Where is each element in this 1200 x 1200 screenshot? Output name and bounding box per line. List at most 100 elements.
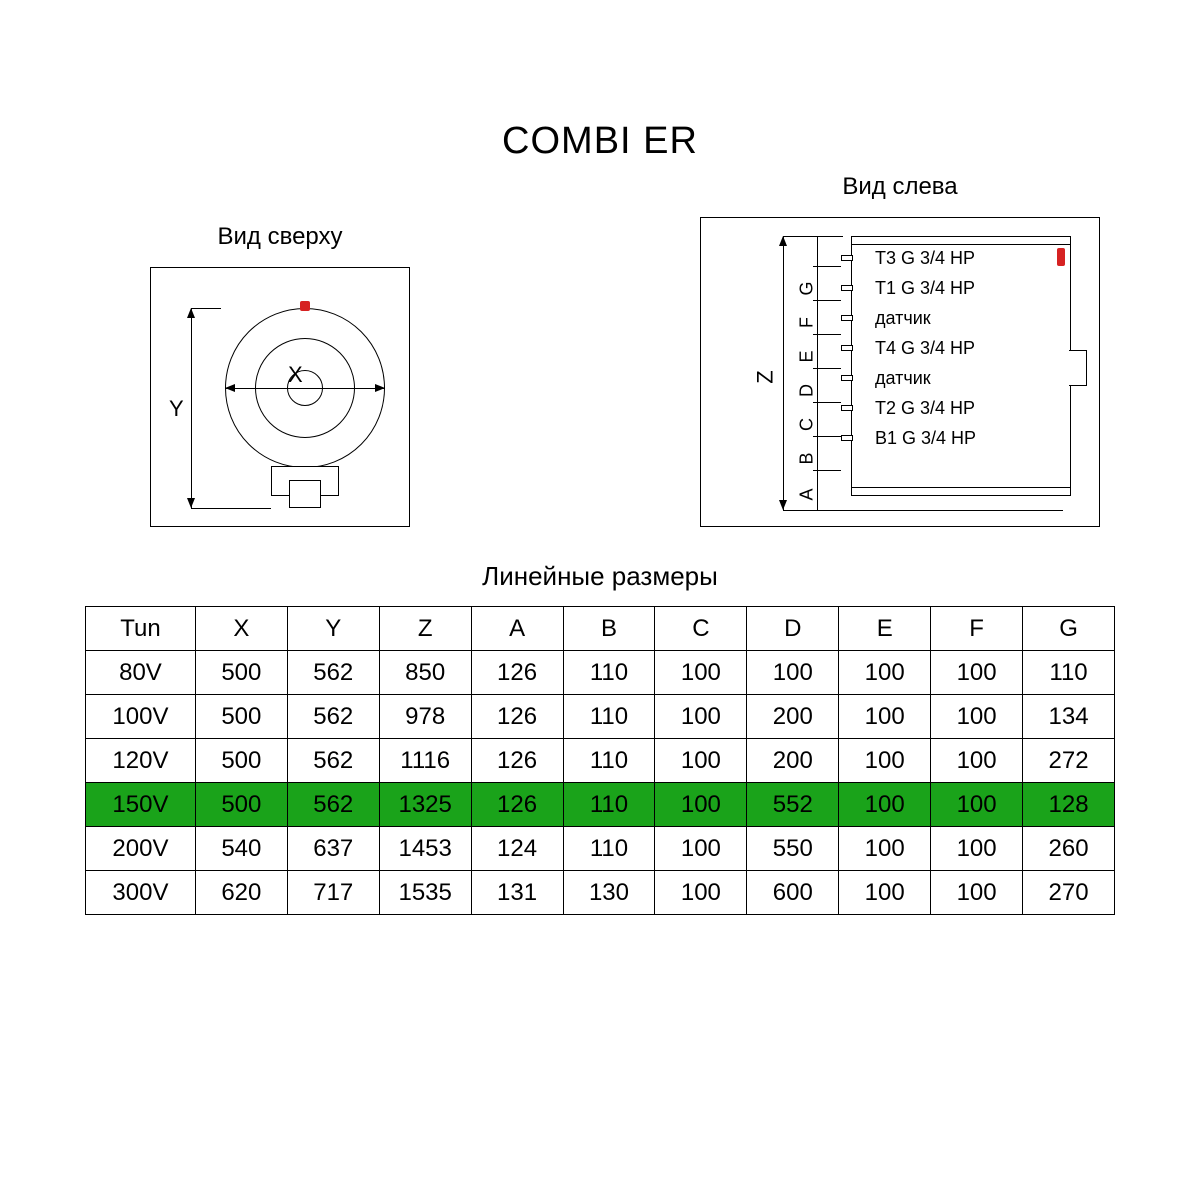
table-cell: 110 xyxy=(563,827,655,871)
table-cell: 620 xyxy=(195,871,287,915)
table-cell: 100 xyxy=(655,827,747,871)
table-cell: 130 xyxy=(563,871,655,915)
table-header-cell: D xyxy=(747,607,839,651)
port-label: T4 G 3/4 HP xyxy=(875,338,975,359)
page: COMBI ER Вид сверху Y X xyxy=(0,0,1200,1200)
arrow-icon xyxy=(779,236,787,246)
table-cell: 110 xyxy=(563,651,655,695)
table-cell: 717 xyxy=(287,871,379,915)
table-cell: 270 xyxy=(1023,871,1115,915)
y-dim-line xyxy=(191,308,192,508)
table-cell: 100 xyxy=(655,739,747,783)
table-header-cell: C xyxy=(655,607,747,651)
port-label: датчик xyxy=(875,308,931,329)
port-label: T2 G 3/4 HP xyxy=(875,398,975,419)
view-left-block: Вид слева Z ABCDEFG T3 G 3/4 HPT1 G 3/4 … xyxy=(700,173,1100,527)
view-top-block: Вид сверху Y X xyxy=(150,223,410,527)
table-header-cell: E xyxy=(839,607,931,651)
arrow-icon xyxy=(779,500,787,510)
foot-inner-shape xyxy=(289,480,321,508)
table-cell: 131 xyxy=(471,871,563,915)
table-header-cell: X xyxy=(195,607,287,651)
x-dim-line xyxy=(225,388,385,389)
table-cell: 550 xyxy=(747,827,839,871)
table-cell: 562 xyxy=(287,739,379,783)
table-cell: 1453 xyxy=(379,827,471,871)
table-cell: 126 xyxy=(471,695,563,739)
table-cell: 562 xyxy=(287,783,379,827)
port-icon xyxy=(841,435,853,441)
table-row: 300V6207171535131130100600100100270 xyxy=(86,871,1115,915)
port-marker-icon xyxy=(1057,248,1065,266)
table-row: 120V5005621116126110100200100100272 xyxy=(86,739,1115,783)
table-cell: 562 xyxy=(287,695,379,739)
x-label: X xyxy=(288,362,303,388)
table-cell: 100 xyxy=(655,651,747,695)
table-cell: 126 xyxy=(471,783,563,827)
dim-label: E xyxy=(797,347,818,367)
port-icon xyxy=(841,405,853,411)
table-row: 150V5005621325126110100552100100128 xyxy=(86,783,1115,827)
table-cell: 126 xyxy=(471,651,563,695)
table-cell: 552 xyxy=(747,783,839,827)
table-cell: 128 xyxy=(1023,783,1115,827)
dim-label: D xyxy=(797,381,818,401)
dim-label: C xyxy=(797,415,818,435)
table-header-cell: Z xyxy=(379,607,471,651)
table-cell: 1116 xyxy=(379,739,471,783)
table-row: 200V5406371453124110100550100100260 xyxy=(86,827,1115,871)
dim-tick xyxy=(813,368,841,369)
y-dim-ext-bottom xyxy=(191,508,271,509)
table-cell: 126 xyxy=(471,739,563,783)
table-cell: 110 xyxy=(563,783,655,827)
table-cell: 124 xyxy=(471,827,563,871)
table-cell: 100 xyxy=(839,651,931,695)
dim-label: G xyxy=(797,279,818,299)
port-label: B1 G 3/4 HP xyxy=(875,428,976,449)
dim-tick xyxy=(813,266,841,267)
dim-label: B xyxy=(797,449,818,469)
dim-label: A xyxy=(797,485,818,505)
control-knob xyxy=(1069,350,1087,386)
table-cell: 100 xyxy=(839,827,931,871)
dim-tick xyxy=(813,402,841,403)
table-cell: 134 xyxy=(1023,695,1115,739)
table-cell: 100 xyxy=(655,783,747,827)
abc-dim-line xyxy=(817,236,818,510)
table-header-cell: B xyxy=(563,607,655,651)
port-icon xyxy=(841,285,853,291)
arrow-icon xyxy=(187,308,195,318)
table-header-cell: Tun xyxy=(86,607,196,651)
dim-tick xyxy=(813,236,841,237)
table-body: 80V500562850126110100100100100110100V500… xyxy=(86,651,1115,915)
y-dim-ext-top xyxy=(191,308,221,309)
top-view-diagram: Y X xyxy=(150,267,410,527)
y-label: Y xyxy=(169,396,184,422)
table-cell: 978 xyxy=(379,695,471,739)
arrow-icon xyxy=(225,384,235,392)
table-cell: 1535 xyxy=(379,871,471,915)
table-cell: 100 xyxy=(931,695,1023,739)
table-cell: 150V xyxy=(86,783,196,827)
port-icon xyxy=(841,315,853,321)
table-header-cell: F xyxy=(931,607,1023,651)
table-cell: 200V xyxy=(86,827,196,871)
table-cell: 100 xyxy=(655,871,747,915)
main-title: COMBI ER xyxy=(80,120,1120,163)
table-cell: 100 xyxy=(839,739,931,783)
table-cell: 500 xyxy=(195,739,287,783)
table-cell: 100 xyxy=(931,739,1023,783)
table-row: 100V500562978126110100200100100134 xyxy=(86,695,1115,739)
table-cell: 500 xyxy=(195,651,287,695)
table-cell: 260 xyxy=(1023,827,1115,871)
table-header-row: TunXYZABCDEFG xyxy=(86,607,1115,651)
table-cell: 1325 xyxy=(379,783,471,827)
table-cell: 300V xyxy=(86,871,196,915)
table-cell: 272 xyxy=(1023,739,1115,783)
table-cell: 540 xyxy=(195,827,287,871)
view-top-title: Вид сверху xyxy=(218,223,343,251)
view-left-title: Вид слева xyxy=(842,173,957,201)
table-cell: 100 xyxy=(839,695,931,739)
dim-tick xyxy=(813,334,841,335)
table-cell: 100 xyxy=(931,871,1023,915)
